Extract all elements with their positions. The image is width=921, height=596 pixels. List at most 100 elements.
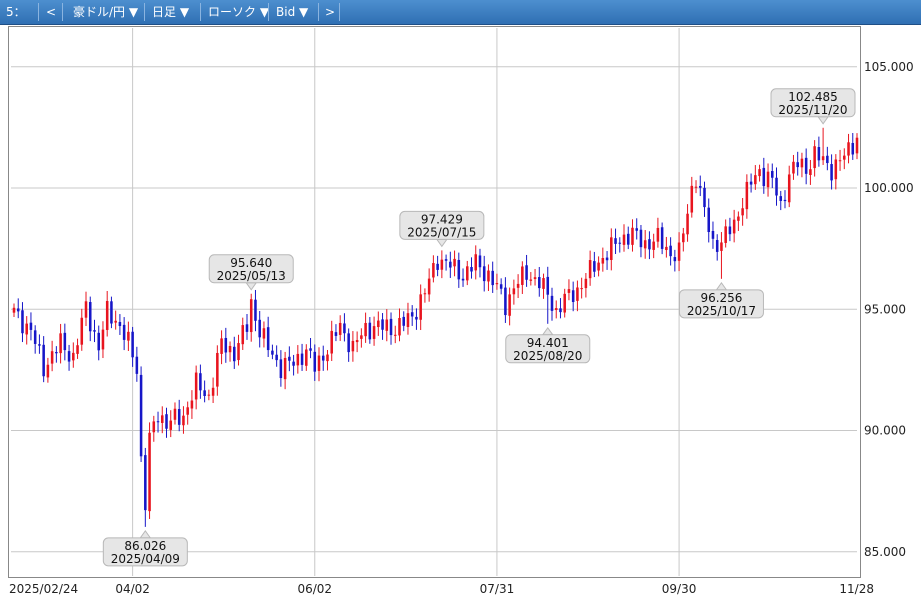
candle-body: [660, 227, 664, 249]
candle-body: [55, 351, 58, 354]
candle-body: [12, 307, 16, 313]
candle-body: [398, 318, 401, 336]
callout-pointer: [245, 282, 258, 291]
candle-body: [321, 355, 325, 361]
toolbar-divider: [144, 3, 145, 21]
candle-body: [830, 164, 833, 181]
candle-body: [63, 332, 67, 351]
candle-body: [495, 283, 499, 285]
callout-date-label: 2025/10/17: [687, 304, 756, 318]
candle-body: [186, 407, 189, 415]
candle-body: [584, 278, 588, 289]
candle-body: [838, 160, 842, 162]
toolbar-divider: [200, 3, 201, 21]
candle-body: [50, 351, 54, 364]
previous-button[interactable]: <: [46, 5, 57, 19]
candle-body: [415, 316, 418, 320]
candle-body: [453, 258, 456, 267]
candle-body: [525, 265, 528, 280]
candle-body: [16, 308, 20, 312]
callout-pointer: [541, 326, 554, 336]
candle-body: [652, 241, 655, 250]
candle-body: [605, 257, 609, 261]
candle-body: [449, 261, 452, 268]
y-tick-label: 90.000: [864, 424, 906, 438]
callout-price-label: 97.429: [421, 212, 463, 226]
candle-body: [732, 219, 736, 234]
candle-body: [228, 345, 232, 353]
candle-body: [821, 156, 825, 161]
toolbar-divider: [318, 3, 319, 21]
candle-body: [410, 312, 414, 317]
candle-body: [466, 266, 469, 281]
candle-body: [533, 277, 537, 280]
candle-body: [546, 276, 550, 295]
price-side-dropdown[interactable]: Bid ▼: [276, 5, 309, 19]
candle-body: [135, 356, 139, 374]
callout-price-label: 94.401: [527, 336, 569, 350]
candle-body: [754, 175, 757, 185]
candle-body: [88, 302, 92, 332]
candle-body: [538, 277, 541, 289]
callout-price-label: 95.640: [230, 256, 272, 270]
candle-body: [271, 350, 274, 355]
candle-body: [288, 356, 291, 361]
candle-body: [177, 408, 181, 425]
candle-body: [110, 301, 113, 324]
candle-body: [626, 233, 630, 245]
candle-body: [720, 242, 723, 251]
candle-body: [275, 354, 278, 361]
candle-body: [144, 455, 147, 511]
candle-body: [542, 278, 545, 289]
candle-body: [656, 227, 660, 242]
candle-body: [21, 310, 24, 334]
candle-body: [84, 301, 88, 318]
chart-style-dropdown[interactable]: ローソク ▼: [208, 5, 270, 19]
candle-body: [855, 137, 859, 154]
candle-body: [305, 349, 308, 366]
candle-body: [800, 158, 804, 168]
candle-body: [165, 414, 168, 429]
candle-body: [355, 340, 359, 343]
candle-body: [457, 259, 461, 280]
candle-body: [364, 322, 367, 337]
candle-body: [771, 171, 774, 178]
candle-body: [711, 230, 715, 239]
x-tick-label: 06/02: [297, 582, 332, 596]
candle-body: [309, 348, 312, 351]
candle-body: [512, 288, 516, 295]
candle-body: [67, 351, 71, 362]
candle-body: [745, 181, 749, 210]
next-button[interactable]: >: [325, 5, 336, 19]
candle-body: [93, 330, 96, 332]
candle-body: [347, 333, 350, 353]
candle-body: [762, 167, 766, 187]
candle-body: [715, 240, 719, 252]
callout-pointer: [139, 530, 152, 539]
candle-body: [783, 199, 787, 202]
chart-plot-frame: [8, 26, 861, 578]
candle-body: [203, 390, 206, 396]
x-tick-label: 09/30: [662, 582, 697, 596]
toolbar-divider: [339, 3, 340, 21]
candle-body: [601, 257, 605, 264]
candle-body: [207, 394, 211, 396]
y-axis: 85.000 90.000 95.000 100.000 105.000: [864, 60, 914, 559]
callout-date-label: 2025/04/09: [111, 552, 180, 566]
candle-body: [220, 338, 223, 354]
candle-body: [499, 284, 503, 289]
x-tick-label: 11/28: [839, 582, 874, 596]
candle-body: [139, 374, 143, 457]
candle-body: [843, 155, 846, 160]
candle-body: [779, 196, 783, 201]
window-number-label: 5：: [6, 5, 26, 19]
currency-pair-dropdown[interactable]: 豪ドル/円 ▼: [73, 5, 139, 19]
timeframe-dropdown[interactable]: 日足 ▼: [152, 5, 190, 19]
candle-body: [156, 421, 160, 423]
candle-body: [118, 321, 122, 327]
candle-body: [266, 327, 270, 351]
candle-body: [775, 177, 778, 196]
callout-box: [770, 88, 856, 118]
candle-body: [258, 319, 261, 338]
candle-body: [622, 234, 626, 245]
